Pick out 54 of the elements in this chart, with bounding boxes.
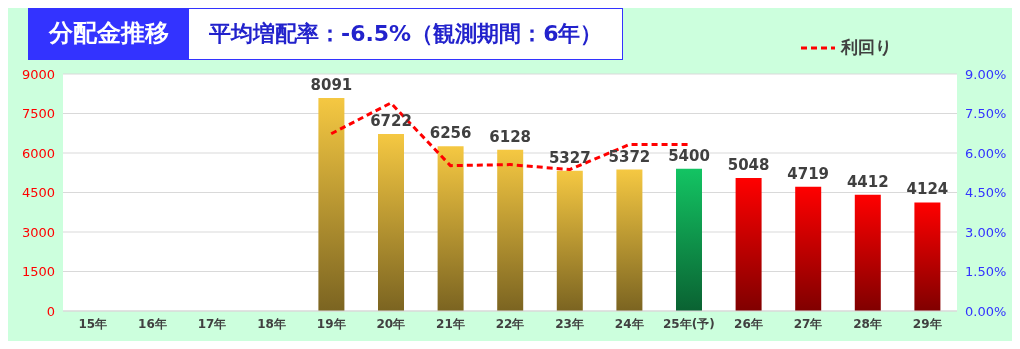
x-tick-label: 20年: [376, 316, 406, 331]
y2-tick-label: 0.00%: [965, 303, 1007, 319]
data-label: 4719: [787, 164, 830, 183]
y-tick-label: 0: [46, 303, 55, 319]
bar: [437, 146, 464, 311]
bar: [497, 149, 524, 311]
data-label: 5327: [548, 148, 591, 167]
data-label: 8091: [310, 75, 353, 94]
x-tick-label: 28年: [853, 316, 882, 331]
bar: [318, 97, 345, 311]
bar: [854, 194, 881, 311]
data-label: 6722: [370, 111, 412, 130]
data-label: 6256: [429, 124, 472, 143]
data-label: 5400: [668, 146, 710, 165]
x-tick-label: 24年: [614, 316, 644, 331]
x-tick-label: 16年: [138, 316, 167, 331]
data-label: 6128: [489, 127, 532, 146]
chart-subtitle: 平均増配率：-6.5%（観測期間：6年）: [208, 20, 604, 48]
x-tick-label: 29年: [912, 316, 942, 331]
x-tick-label: 27年: [793, 316, 823, 331]
x-tick-label: 23年: [555, 316, 584, 331]
bar: [795, 186, 822, 311]
x-tick-label: 19年: [316, 316, 346, 331]
bar: [914, 202, 941, 311]
bar: [735, 178, 762, 311]
x-tick-label: 18年: [257, 316, 286, 331]
y-tick-label: 9000: [21, 66, 55, 82]
y-tick-label: 3000: [21, 224, 55, 240]
y2-tick-label: 9.00%: [965, 66, 1007, 82]
legend-label: 利回り: [839, 36, 892, 59]
y2-tick-label: 4.50%: [965, 185, 1007, 201]
bar: [556, 170, 583, 311]
x-tick-label: 25年(予): [662, 316, 715, 331]
data-label: 4124: [906, 180, 949, 199]
y2-tick-label: 3.00%: [965, 224, 1007, 240]
y-tick-label: 1500: [21, 264, 55, 280]
y-tick-label: 4500: [21, 185, 55, 201]
data-label: 5372: [608, 147, 651, 166]
x-tick-label: 21年: [436, 316, 465, 331]
data-label: 4412: [846, 172, 889, 191]
y2-tick-label: 7.50%: [965, 106, 1007, 122]
bar: [676, 168, 702, 311]
x-tick-label: 26年: [734, 316, 763, 331]
x-tick-label: 15年: [78, 316, 108, 331]
data-label: 5048: [727, 156, 770, 175]
chart-title: 分配金推移: [29, 9, 189, 59]
y-tick-label: 7500: [21, 106, 55, 122]
y-tick-label: 6000: [21, 145, 55, 161]
x-tick-label: 22年: [495, 316, 525, 331]
y2-tick-label: 6.00%: [965, 145, 1007, 161]
bar: [378, 133, 404, 311]
x-tick-label: 17年: [197, 316, 227, 331]
y2-tick-label: 1.50%: [965, 264, 1007, 280]
bar: [616, 169, 643, 311]
